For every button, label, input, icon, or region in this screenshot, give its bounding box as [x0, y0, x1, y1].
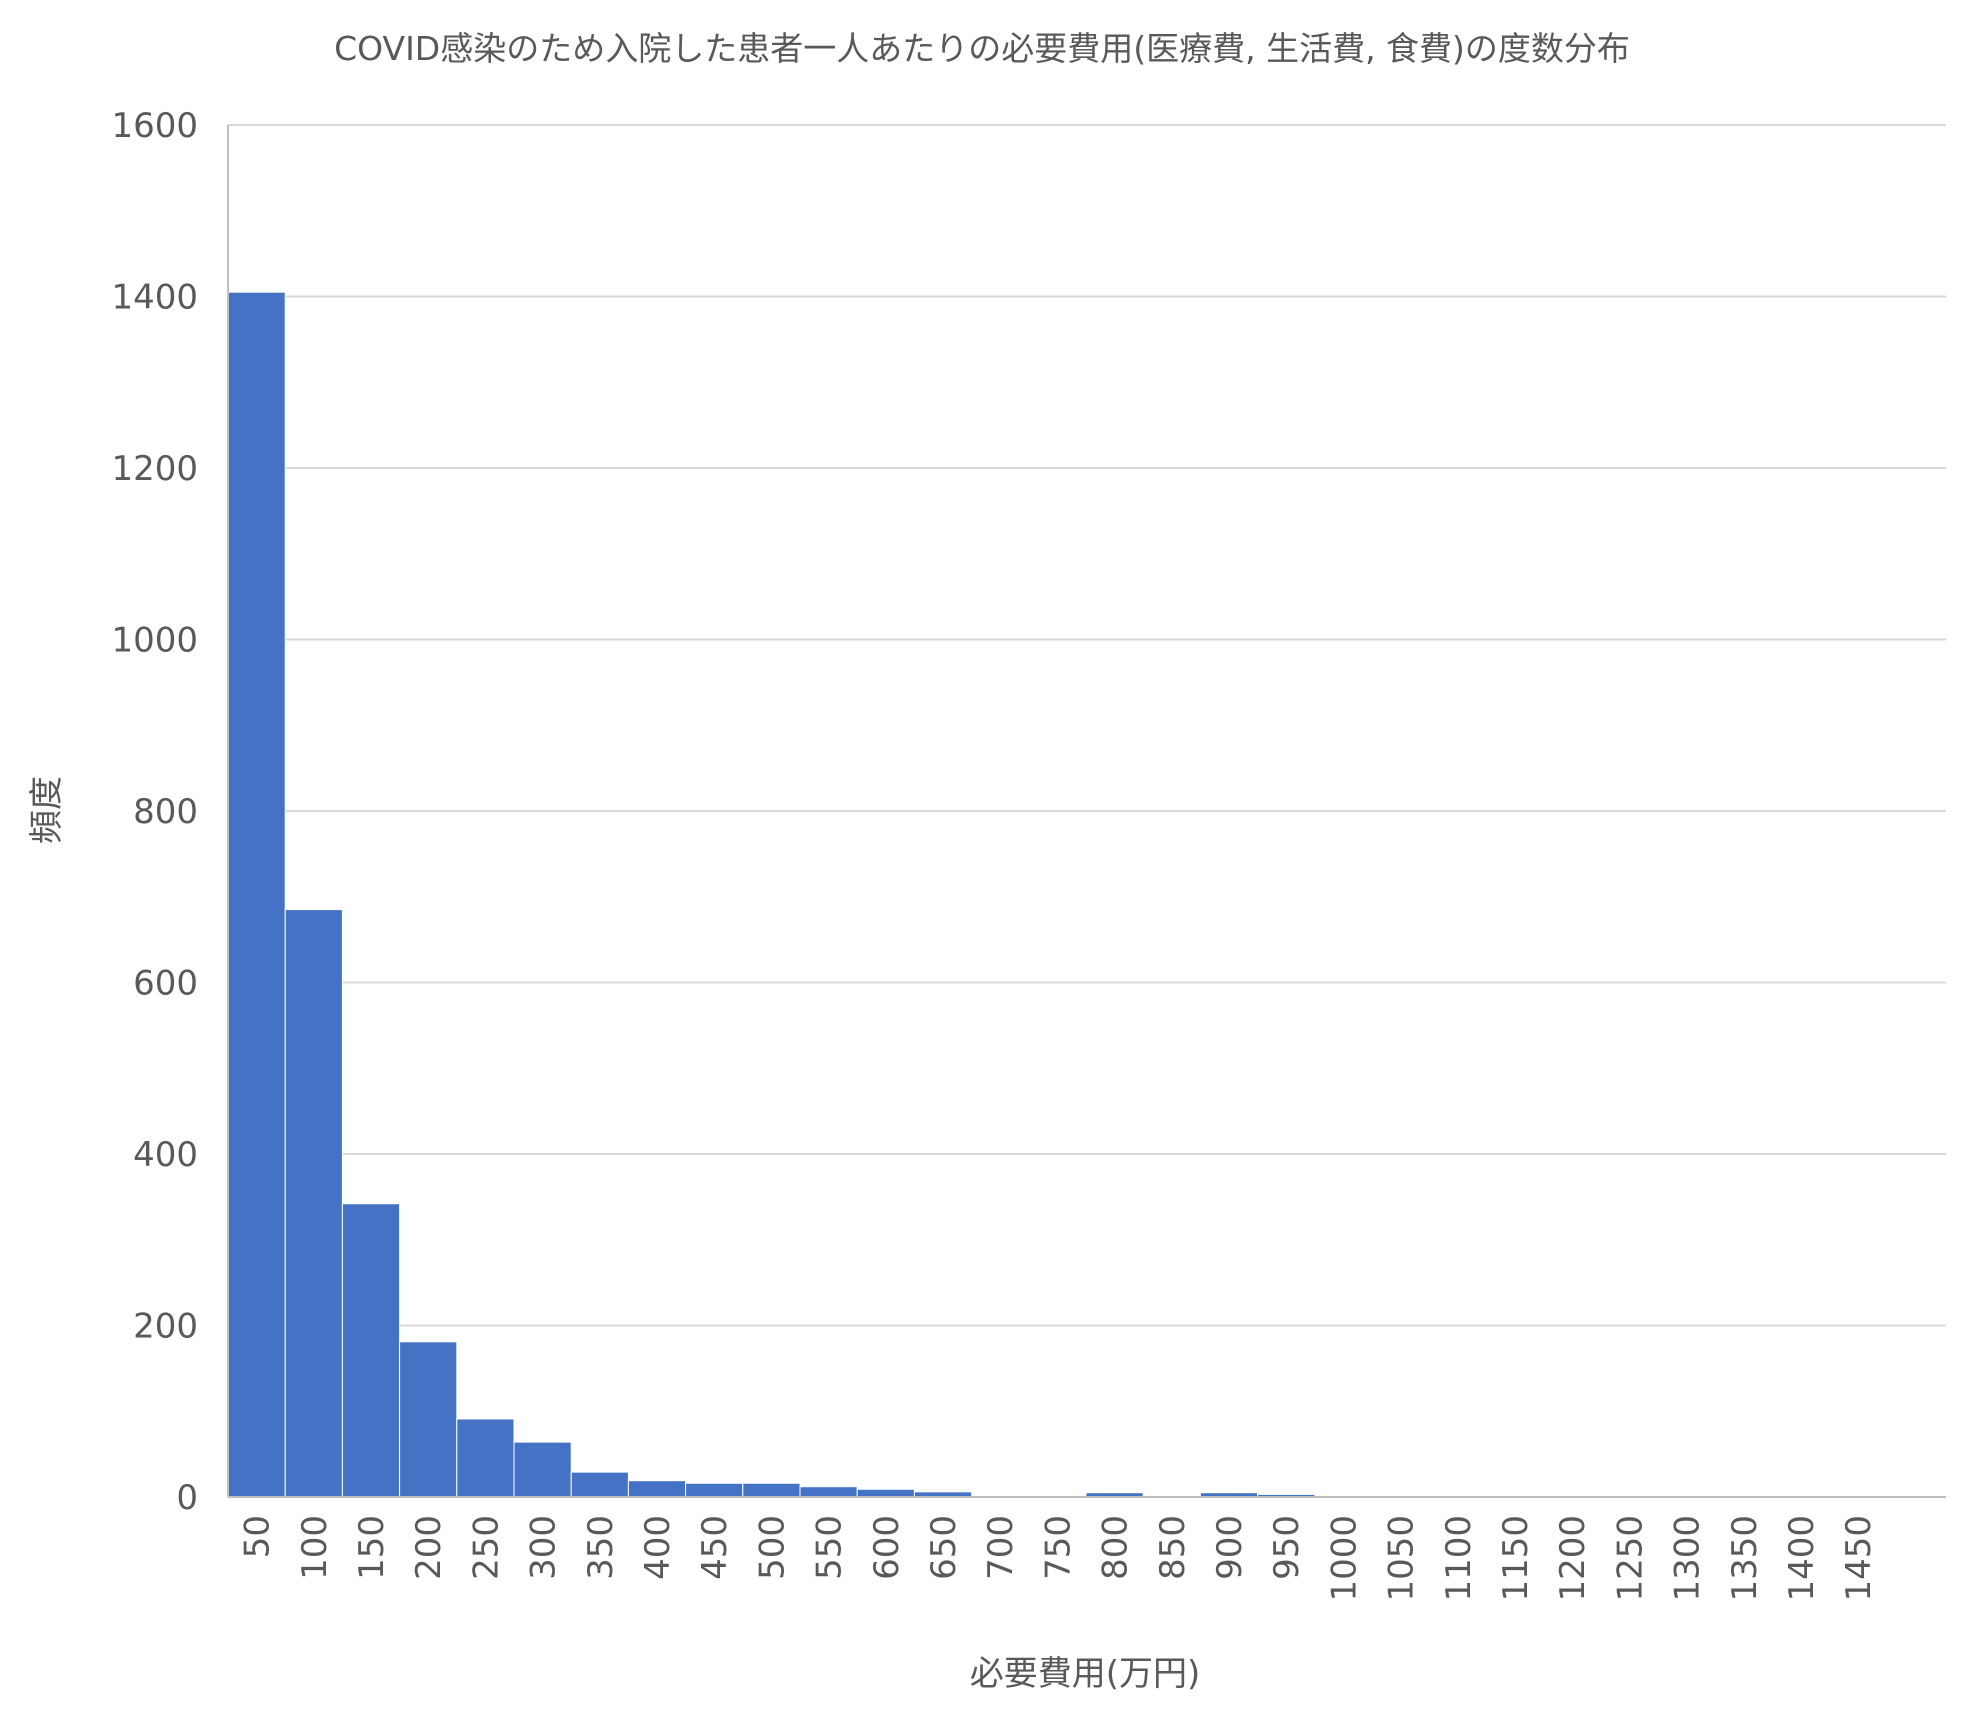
y-tick-labels: 0 200 400 600 800 1000 1200 1400 1600 [111, 106, 198, 1518]
x-tick-label: 700 [981, 1515, 1021, 1580]
x-tick-label: 550 [810, 1515, 850, 1580]
x-tick-label: 350 [581, 1515, 621, 1580]
y-axis-title: 頻度 [27, 776, 67, 844]
x-tick-label: 1400 [1782, 1515, 1822, 1602]
bar-450 [685, 1482, 744, 1498]
y-tick-label: 1400 [111, 278, 198, 318]
x-tick-label: 1000 [1324, 1515, 1364, 1602]
y-tick-label: 0 [176, 1478, 198, 1518]
y-tick-label: 1000 [111, 621, 198, 661]
x-tick-label: 950 [1267, 1515, 1307, 1580]
x-tick-label: 1150 [1496, 1515, 1536, 1602]
x-tick-label: 300 [524, 1515, 564, 1580]
x-tick-label: 1250 [1610, 1515, 1650, 1602]
bar-400 [627, 1480, 687, 1498]
bar-300 [513, 1441, 572, 1498]
x-tick-label: 850 [1153, 1515, 1193, 1580]
x-tick-label: 250 [466, 1515, 506, 1580]
bar-350 [570, 1471, 629, 1498]
bar-600 [856, 1488, 915, 1498]
bars [227, 291, 1316, 1498]
y-tick-label: 1200 [111, 449, 198, 489]
x-tick-label: 1300 [1668, 1515, 1708, 1602]
gridlines [228, 124, 1946, 1327]
x-tick-label: 150 [352, 1515, 392, 1580]
x-axis-title: 必要費用(万円) [970, 1654, 1201, 1694]
bar-500 [742, 1482, 801, 1498]
bar-200 [399, 1341, 458, 1498]
bar-50 [227, 291, 286, 1498]
x-tick-label: 200 [409, 1515, 449, 1580]
x-tick-label: 400 [638, 1515, 678, 1580]
x-tick-label: 1450 [1839, 1515, 1879, 1602]
bar-550 [799, 1486, 858, 1498]
x-tick-label: 100 [295, 1515, 335, 1580]
y-tick-label: 400 [133, 1135, 198, 1175]
bar-100 [284, 909, 343, 1498]
x-tick-label: 600 [867, 1515, 907, 1580]
x-tick-label: 500 [752, 1515, 792, 1580]
x-tick-label: 450 [695, 1515, 735, 1580]
x-tick-label: 750 [1038, 1515, 1078, 1580]
x-tick-label: 50 [238, 1515, 278, 1558]
y-tick-label: 800 [133, 792, 198, 832]
x-tick-label: 1350 [1725, 1515, 1765, 1602]
x-tick-labels: 50 100 150 200 250 300 350 400 450 500 550 600 650 70… [238, 1515, 1880, 1602]
x-tick-label: 650 [924, 1515, 964, 1580]
y-tick-label: 200 [133, 1307, 198, 1347]
x-tick-label: 1200 [1553, 1515, 1593, 1602]
chart-title: COVID感染のため入院した患者一人あたりの必要費用(医療費, 生活費, 食費)… [334, 29, 1630, 68]
y-tick-label: 600 [133, 964, 198, 1004]
x-tick-label: 900 [1210, 1515, 1250, 1580]
axes [227, 125, 1946, 1498]
x-tick-label: 1100 [1439, 1515, 1479, 1602]
x-tick-label: 800 [1096, 1515, 1136, 1580]
y-tick-label: 1600 [111, 106, 198, 146]
bar-250 [456, 1418, 515, 1498]
bar-150 [341, 1203, 401, 1498]
x-tick-label: 1050 [1382, 1515, 1422, 1602]
